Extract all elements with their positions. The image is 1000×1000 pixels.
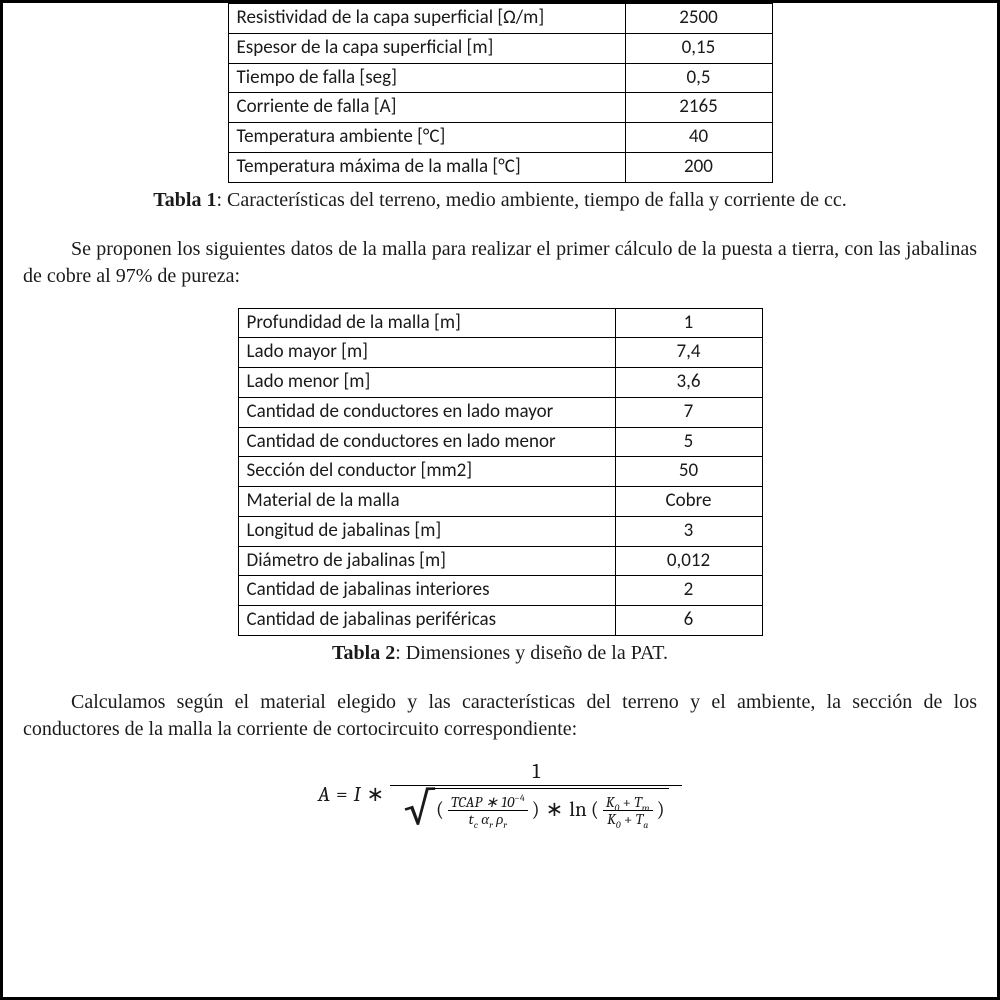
table-row: Cantidad de jabalinas interiores2 [238, 576, 762, 606]
ln-fraction: K0 + Tm K0 + Ta [603, 795, 653, 827]
value-cell: 7,4 [615, 338, 762, 368]
alpha: α [481, 810, 489, 828]
table-1-caption: Tabla 1: Características del terreno, me… [23, 189, 977, 212]
param-cell: Tiempo de falla [seg] [228, 63, 625, 93]
value-cell: 2500 [625, 4, 772, 34]
value-cell: 6 [615, 606, 762, 636]
table-row: Cantidad de jabalinas periféricas6 [238, 606, 762, 636]
param-cell: Lado mayor [m] [238, 338, 615, 368]
value-cell: 2 [615, 576, 762, 606]
formula-eq: = [336, 783, 348, 807]
value-cell: 50 [615, 457, 762, 487]
table-row: Temperatura máxima de la malla [°C]200 [228, 152, 772, 182]
formula-sqrt: √ ( TCAP ∗ 10−4 tc αr ρr [404, 788, 669, 829]
value-cell: 40 [625, 123, 772, 153]
Tm: T [634, 793, 642, 811]
param-cell: Longitud de jabalinas [m] [238, 516, 615, 546]
table-row: Sección del conductor [mm2]50 [238, 457, 762, 487]
tcap-exp: −4 [514, 793, 524, 804]
value-cell: 7 [615, 397, 762, 427]
param-cell: Diámetro de jabalinas [m] [238, 546, 615, 576]
value-cell: 5 [615, 427, 762, 457]
param-cell: Cantidad de jabalinas interiores [238, 576, 615, 606]
param-cell: Cantidad de conductores en lado menor [238, 427, 615, 457]
value-cell: Cobre [615, 487, 762, 517]
table-row: Cantidad de conductores en lado mayor7 [238, 397, 762, 427]
table-2-caption-rest: : Dimensiones y diseño de la PAT. [395, 642, 668, 664]
param-cell: Corriente de falla [A] [228, 93, 625, 123]
formula-I: I [354, 783, 361, 807]
K0d: K [607, 810, 616, 828]
tc-sub: c [474, 820, 478, 831]
ln: ln [569, 799, 586, 822]
table-1-caption-rest: : Características del terreno, medio amb… [216, 189, 846, 211]
value-cell: 1 [615, 308, 762, 338]
table-1-caption-bold: Tabla 1 [153, 189, 216, 211]
param-cell: Sección del conductor [mm2] [238, 457, 615, 487]
table-row: Resistividad de la capa superficial [Ω/m… [228, 4, 772, 34]
value-cell: 0,15 [625, 33, 772, 63]
table-row: Material de la mallaCobre [238, 487, 762, 517]
value-cell: 0,012 [615, 546, 762, 576]
formula-mult: ∗ [367, 782, 385, 807]
param-cell: Resistividad de la capa superficial [Ω/m… [228, 4, 625, 34]
table-row: Diámetro de jabalinas [m]0,012 [238, 546, 762, 576]
table-1: Resistividad de la capa superficial [Ω/m… [228, 3, 773, 183]
Ta-sub: a [643, 820, 648, 831]
param-cell: Profundidad de la malla [m] [238, 308, 615, 338]
value-cell: 200 [625, 152, 772, 182]
tcap-fraction: TCAP ∗ 10−4 tc αr ρr [448, 795, 528, 827]
table-row: Temperatura ambiente [°C]40 [228, 123, 772, 153]
paragraph-1: Se proponen los siguientes datos de la m… [23, 236, 977, 290]
table-2-caption: Tabla 2: Dimensiones y diseño de la PAT. [23, 642, 977, 665]
alpha-sub: r [489, 820, 493, 831]
formula-mainfraction: 1 √ ( TCAP ∗ 10−4 tc αr ρr [390, 761, 682, 829]
formula-lhs: A [318, 783, 330, 807]
value-cell: 2165 [625, 93, 772, 123]
K0d-sub: 0 [616, 820, 621, 831]
K0n: K [606, 793, 615, 811]
table-row: Tiempo de falla [seg]0,5 [228, 63, 772, 93]
param-cell: Material de la malla [238, 487, 615, 517]
param-cell: Lado menor [m] [238, 368, 615, 398]
tcap-text: TCAP ∗ 10 [451, 793, 514, 811]
table-row: Cantidad de conductores en lado menor5 [238, 427, 762, 457]
formula-block: A = I ∗ 1 √ ( TCAP ∗ 10−4 tc [23, 761, 977, 829]
rho-sub: r [503, 820, 507, 831]
radical-icon: √ [404, 788, 434, 829]
formula-mult2: ∗ [546, 799, 564, 822]
table-2: Profundidad de la malla [m]1Lado mayor [… [238, 308, 763, 636]
table-row: Lado mayor [m]7,4 [238, 338, 762, 368]
page-frame: Resistividad de la capa superficial [Ω/m… [0, 0, 1000, 1000]
table-row: Longitud de jabalinas [m]3 [238, 516, 762, 546]
table-row: Lado menor [m]3,6 [238, 368, 762, 398]
table-row: Espesor de la capa superficial [m]0,15 [228, 33, 772, 63]
value-cell: 0,5 [625, 63, 772, 93]
param-cell: Cantidad de jabalinas periféricas [238, 606, 615, 636]
param-cell: Temperatura máxima de la malla [°C] [228, 152, 625, 182]
value-cell: 3 [615, 516, 762, 546]
value-cell: 3,6 [615, 368, 762, 398]
formula-radicand: ( TCAP ∗ 10−4 tc αr ρr ) ∗ [432, 788, 669, 829]
param-cell: Temperatura ambiente [°C] [228, 123, 625, 153]
formula-denominator: √ ( TCAP ∗ 10−4 tc αr ρr [398, 786, 675, 829]
param-cell: Espesor de la capa superficial [m] [228, 33, 625, 63]
table-row: Corriente de falla [A]2165 [228, 93, 772, 123]
param-cell: Cantidad de conductores en lado mayor [238, 397, 615, 427]
table-2-caption-bold: Tabla 2 [332, 642, 395, 664]
paragraph-2: Calculamos según el material elegido y l… [23, 689, 977, 743]
table-row: Profundidad de la malla [m]1 [238, 308, 762, 338]
